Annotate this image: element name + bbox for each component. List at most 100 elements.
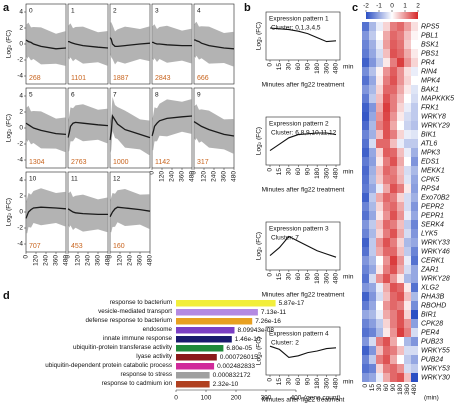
x-tick-label: 480 <box>333 63 340 74</box>
heatmap-cell <box>383 346 390 355</box>
x-tick-label: 0 <box>174 395 178 402</box>
heatmap-cell <box>411 76 418 85</box>
y-axis-label: Log₂ (FC) <box>256 127 263 155</box>
heatmap-cell <box>369 139 376 148</box>
heatmap-cell <box>362 220 369 229</box>
heatmap-cell <box>404 373 411 382</box>
heatmap-cell <box>404 76 411 85</box>
row-label: EDS1 <box>421 158 439 165</box>
heatmap-cell <box>397 184 404 193</box>
heatmap-cell <box>390 355 397 364</box>
heatmap-cell <box>383 94 390 103</box>
heatmap-cell <box>411 274 418 283</box>
x-tick-label: 30 <box>286 273 293 281</box>
gene-count: 160 <box>113 243 125 250</box>
heatmap-cell <box>383 112 390 121</box>
cluster-name: 9 <box>197 92 201 99</box>
p-value: 6.80e-05 <box>226 345 252 352</box>
x-tick-label: 480 <box>333 273 340 284</box>
x-tick-label: 360 <box>323 378 330 389</box>
y-tick-label: 0 <box>19 209 23 216</box>
heatmap-cell <box>376 58 383 67</box>
y-tick-label: -4 <box>17 157 23 164</box>
cluster-name: 1 <box>71 8 75 15</box>
category-label: response to cadmium ion <box>101 380 172 388</box>
heatmap-cell <box>362 112 369 121</box>
y-tick-label: 4 <box>19 9 23 16</box>
heatmap-cell <box>404 49 411 58</box>
heatmap-cell <box>411 112 418 121</box>
heatmap-cell <box>390 76 397 85</box>
mean-line <box>109 37 151 48</box>
heatmap-cell <box>383 166 390 175</box>
profile-band <box>152 24 192 64</box>
heatmap-cell <box>362 94 369 103</box>
heatmap-cell <box>411 85 418 94</box>
heatmap-cell <box>376 247 383 256</box>
y-tick-label: 4 <box>19 177 23 184</box>
p-value: 8.09943e-08 <box>238 327 275 334</box>
colorbar-tick-label: 0 <box>390 3 394 10</box>
heatmap-cell <box>376 166 383 175</box>
heatmap-cell <box>390 184 397 193</box>
heatmap-cell <box>404 175 411 184</box>
x-axis-label: (gene count) <box>304 395 341 402</box>
heatmap-cell <box>397 121 404 130</box>
heatmap-cell <box>376 337 383 346</box>
heatmap-cell <box>369 337 376 346</box>
heatmap-cell <box>369 247 376 256</box>
panel-label: a <box>3 2 10 14</box>
heatmap-cell <box>390 373 397 382</box>
heatmap-cell <box>404 292 411 301</box>
heatmap-cell <box>397 292 404 301</box>
x-tick-label: 0 <box>23 255 30 259</box>
x-tick-label: 0 <box>267 378 274 382</box>
row-label: MPK3 <box>421 149 440 156</box>
heatmap-cell <box>397 166 404 175</box>
heatmap-cell <box>383 220 390 229</box>
x-tick-label: 360 <box>323 168 330 179</box>
heatmap-cell <box>397 229 404 238</box>
row-label: BSK1 <box>421 41 439 48</box>
row-label: PBS1 <box>421 50 439 57</box>
x-tick-label: 200 <box>231 395 242 402</box>
x-tick-label: 15 <box>276 273 283 281</box>
heatmap-cell <box>383 274 390 283</box>
x-tick-label: 60 <box>295 273 302 281</box>
row-label: BAK1 <box>421 86 439 93</box>
heatmap-cell <box>411 148 418 157</box>
x-tick-label: 180 <box>314 273 321 284</box>
line <box>269 235 337 258</box>
x-tick-label: 0 <box>65 255 72 259</box>
heatmap-cell <box>362 58 369 67</box>
heatmap-cell <box>397 130 404 139</box>
heatmap-cell <box>376 265 383 274</box>
x-tick-label: 240 <box>169 171 176 182</box>
heatmap-cell <box>362 256 369 265</box>
heatmap-cell <box>376 103 383 112</box>
heatmap-cell <box>411 139 418 148</box>
category-label: ubiquitin-dependent protein catabolic pr… <box>45 362 172 370</box>
mean-line <box>25 39 67 50</box>
heatmap-cell <box>411 256 418 265</box>
x-tick-label: 60 <box>295 168 302 176</box>
heatmap-cell <box>411 193 418 202</box>
heatmap-cell <box>397 220 404 229</box>
heatmap-cell <box>404 247 411 256</box>
heatmap-cell <box>390 328 397 337</box>
heatmap-cell <box>404 319 411 328</box>
heatmap-cell <box>376 94 383 103</box>
line <box>269 345 337 358</box>
heatmap-cell <box>404 112 411 121</box>
category-label: lyase activity <box>136 353 172 361</box>
x-tick-label: 0 <box>267 168 274 172</box>
heatmap-cell <box>411 31 418 40</box>
heatmap-cell <box>369 148 376 157</box>
bar <box>176 345 224 352</box>
column-label: 0 <box>362 384 369 388</box>
heatmap-cell <box>376 256 383 265</box>
gene-count: 666 <box>197 75 209 82</box>
heatmap-cell <box>369 328 376 337</box>
gene-count: 453 <box>71 243 83 250</box>
heatmap-cell <box>390 49 397 58</box>
